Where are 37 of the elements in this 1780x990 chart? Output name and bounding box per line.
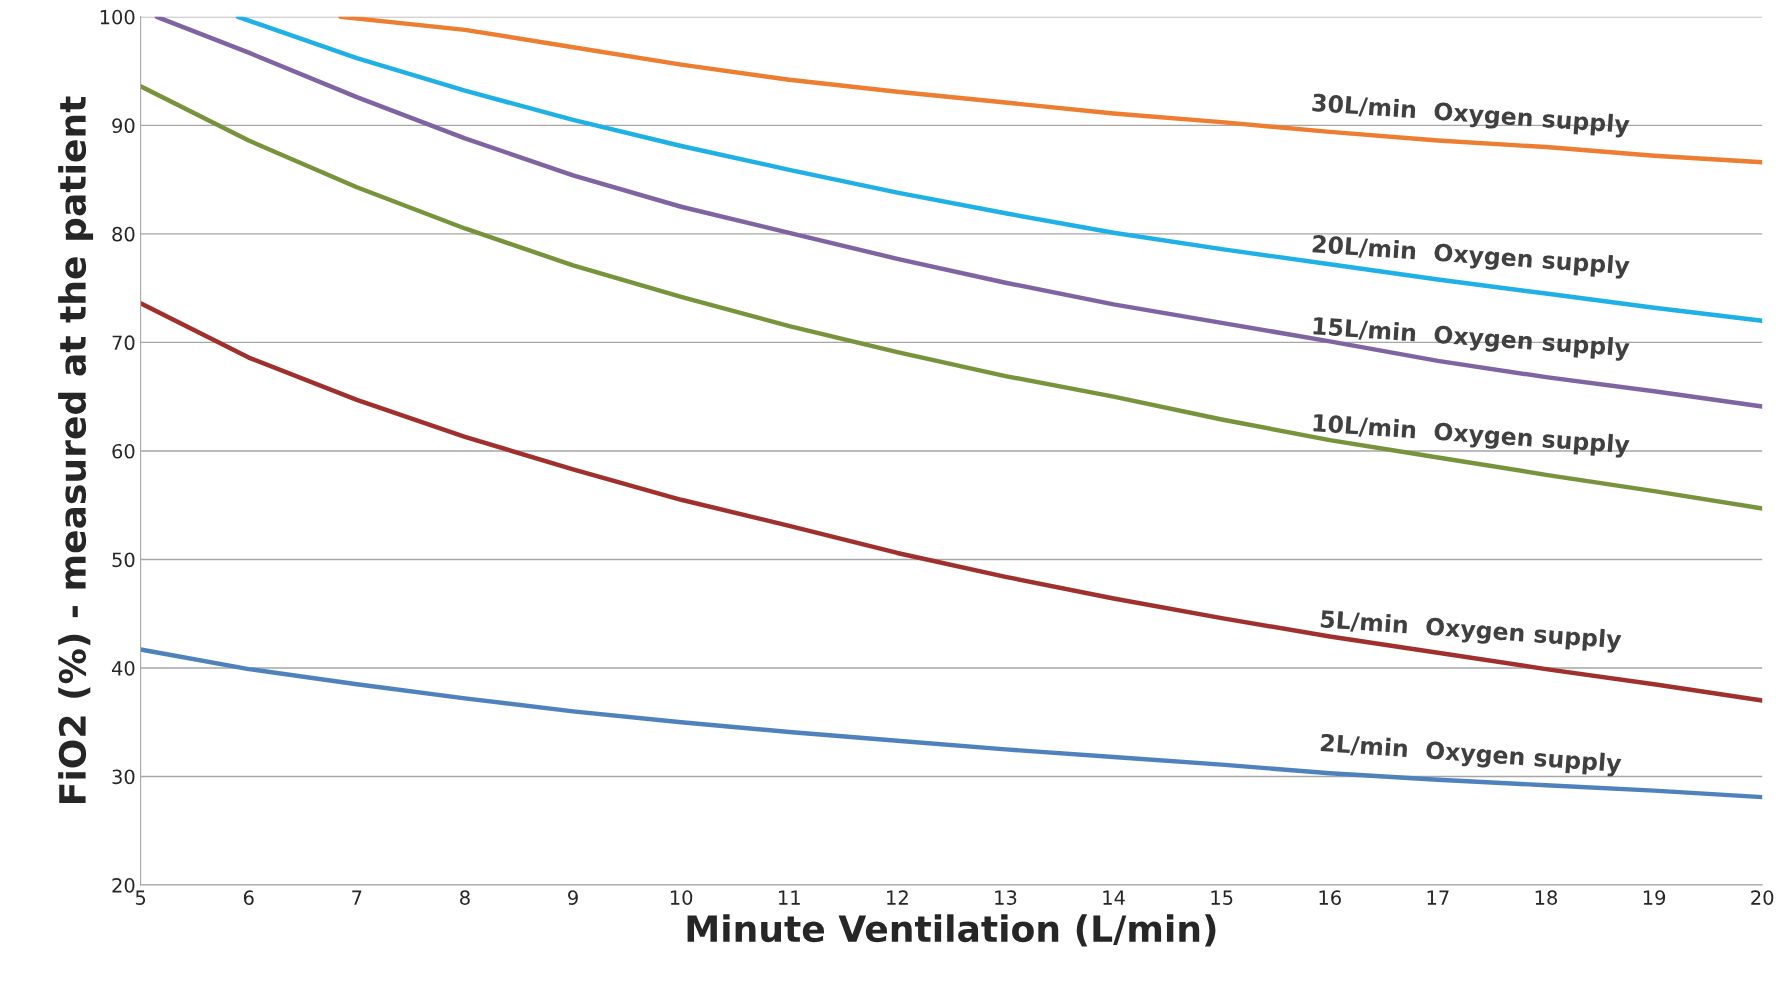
series-label: 2L/min Oxygen supply xyxy=(1320,733,1622,778)
y-axis-title: FiO2 (%) - measured at the patient xyxy=(58,96,94,803)
x-tick-label: 20 xyxy=(1751,890,1774,905)
x-tick-label: 7 xyxy=(352,890,362,905)
y-tick-label: 80 xyxy=(112,226,135,242)
x-tick-label: 18 xyxy=(1535,890,1558,905)
x-tick-label: 5 xyxy=(135,890,146,905)
series-label: 5L/min Oxygen supply xyxy=(1320,609,1622,654)
y-tick-label: 20 xyxy=(112,878,135,893)
y-tick-label: 60 xyxy=(112,443,135,459)
x-tick-label: 14 xyxy=(1103,890,1125,905)
series-label: 30L/min Oxygen supply xyxy=(1311,93,1630,139)
x-tick-label: 11 xyxy=(779,890,800,905)
x-tick-label: 9 xyxy=(568,890,578,905)
y-tick-label: 40 xyxy=(111,660,135,676)
x-tick-label: 15 xyxy=(1211,890,1233,905)
y-tick-label: 30 xyxy=(112,769,135,785)
line-series xyxy=(140,84,1763,511)
x-tick-label: 17 xyxy=(1427,890,1449,905)
series-label: 15L/min Oxygen supply xyxy=(1312,316,1630,362)
y-tick-label: 100 xyxy=(100,9,135,25)
x-tick-label: 19 xyxy=(1643,890,1666,905)
series-label: 10L/min Oxygen supply xyxy=(1312,413,1630,459)
line-series xyxy=(154,16,1763,409)
y-tick-label: 70 xyxy=(112,335,135,351)
y-tick-label: 50 xyxy=(112,552,135,568)
x-tick-label: 8 xyxy=(460,890,470,905)
line-series xyxy=(140,301,1763,703)
x-tick-label: 10 xyxy=(670,890,693,905)
y-tick-label: 90 xyxy=(112,118,135,134)
x-tick-label: 16 xyxy=(1319,890,1341,905)
x-tick-label: 12 xyxy=(887,890,908,905)
line-series xyxy=(338,16,1763,165)
x-axis-title: Minute Ventilation (L/min) xyxy=(687,914,1216,947)
x-tick-label: 6 xyxy=(243,890,254,905)
x-tick-label: 13 xyxy=(995,890,1017,905)
series-label: 20L/min Oxygen supply xyxy=(1312,234,1630,280)
